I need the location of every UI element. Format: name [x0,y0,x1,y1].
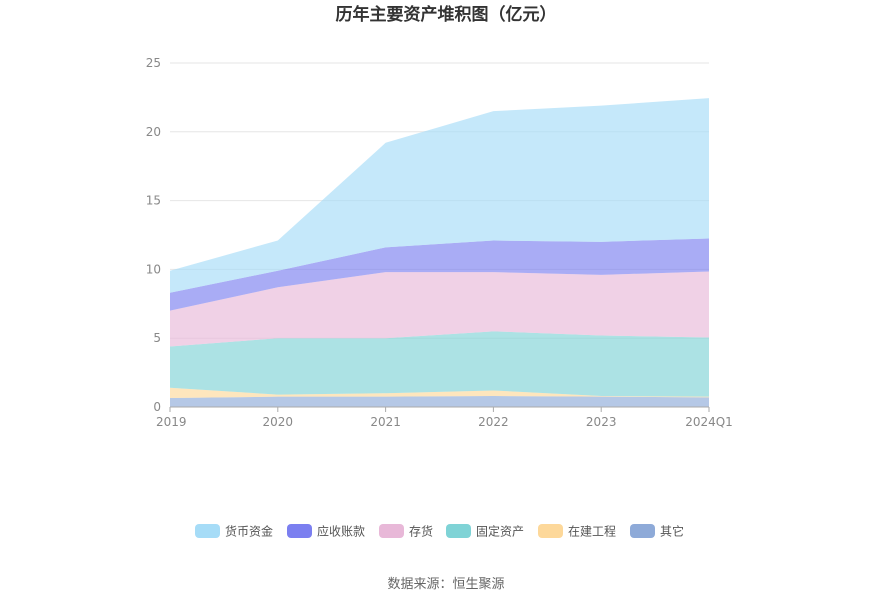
x-tick-label: 2021 [370,415,401,429]
y-tick-label: 20 [146,125,161,139]
legend-label: 存货 [409,524,433,539]
legend-label: 其它 [660,524,684,539]
y-tick-label: 0 [153,400,161,414]
x-tick-label: 2022 [478,415,509,429]
legend-label: 应收账款 [317,524,365,539]
legend-item[interactable]: 固定资产 [446,524,524,539]
legend-item[interactable]: 其它 [630,524,684,539]
y-tick-label: 5 [153,331,161,345]
data-source: 数据来源：恒生聚源 [387,577,504,592]
legend-item[interactable]: 在建工程 [538,524,616,539]
legend-swatch [379,524,404,538]
area-2 [170,331,709,397]
area-1 [170,387,709,399]
legend: 货币资金 应收账款 存货 固定资产 在建工程 其它 [195,524,684,539]
legend-label: 固定资产 [476,524,524,539]
x-tick-label: 2019 [156,415,187,429]
legend-item[interactable]: 存货 [379,524,433,539]
legend-swatch [287,524,312,538]
area-4 [170,238,709,311]
area-5 [170,98,709,293]
chart-title: 历年主要资产堆积图（亿元） [336,4,557,25]
legend-item[interactable]: 货币资金 [195,524,273,539]
legend-swatch [538,524,563,538]
legend-swatch [446,524,471,538]
legend-swatch [630,524,655,538]
y-tick-label: 15 [146,194,161,208]
x-tick-label: 2024Q1 [685,415,733,429]
x-tick-label: 2020 [263,415,294,429]
area-0 [170,395,709,407]
legend-label: 货币资金 [225,524,273,539]
legend-swatch [195,524,220,538]
y-tick-label: 10 [146,262,161,276]
x-axis [169,406,710,412]
area-3 [170,271,709,347]
y-tick-label: 25 [146,56,161,70]
legend-item[interactable]: 应收账款 [287,524,365,539]
legend-label: 在建工程 [568,524,616,539]
area-series [170,98,709,407]
x-tick-label: 2023 [586,415,617,429]
x-axis-ticks: 2019 2020 2021 2022 2023 2024Q1 [156,415,733,429]
y-axis-ticks: 0 5 10 15 20 25 [146,56,161,414]
